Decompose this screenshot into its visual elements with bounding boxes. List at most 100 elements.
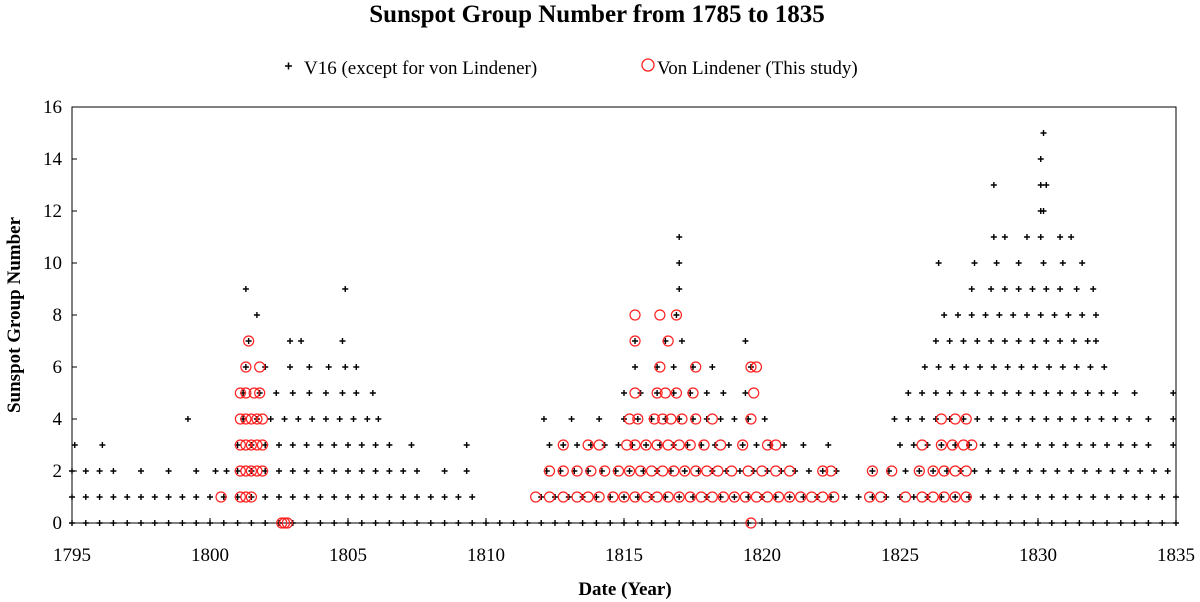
von-lindener-point: [251, 465, 263, 477]
v16-point: [932, 390, 939, 396]
v16-point: [414, 494, 420, 500]
v16-point: [322, 416, 329, 422]
v16-point: [709, 364, 716, 370]
v16-point: [96, 494, 103, 500]
v16-point: [273, 390, 280, 396]
v16-point: [1070, 416, 1077, 422]
x-tick-label: 1795: [53, 545, 91, 566]
v16-point: [1021, 520, 1028, 526]
von-lindener-point: [530, 491, 542, 503]
von-lindener-point: [949, 491, 961, 503]
v16-point: [331, 520, 338, 526]
von-lindener-point: [651, 491, 663, 503]
v16-point: [179, 494, 186, 500]
v16-point: [1104, 494, 1110, 500]
v16-point: [82, 494, 89, 500]
von-lindener-point: [599, 465, 611, 477]
von-lindener-point: [215, 491, 227, 503]
v16-point: [1029, 416, 1036, 422]
y-tick-label: 8: [53, 305, 63, 326]
v16-point: [916, 468, 923, 474]
von-lindener-point: [640, 491, 652, 503]
von-lindener-point: [612, 465, 625, 477]
v16-point: [979, 494, 986, 500]
von-lindener-point: [690, 465, 702, 477]
v16-point: [736, 468, 743, 474]
von-lindener-point: [938, 465, 950, 477]
v16-point: [910, 442, 917, 448]
v16-point: [483, 520, 489, 526]
von-lindener-point: [618, 491, 630, 503]
v16-point: [949, 364, 956, 370]
legend-marker-plus: [285, 62, 292, 70]
v16-point: [1004, 364, 1011, 370]
v16-point: [138, 520, 144, 526]
legend-label-v16: V16 (except for von Lindener): [304, 58, 537, 79]
v16-point: [303, 520, 310, 526]
v16-point: [287, 364, 294, 370]
von-lindener-point: [557, 491, 569, 503]
v16-point: [1109, 468, 1116, 474]
v16-point: [662, 520, 669, 526]
von-lindener-point: [806, 491, 818, 503]
v16-point: [414, 468, 420, 474]
v16-point: [676, 494, 683, 500]
v16-point: [579, 520, 586, 526]
v16-point: [400, 468, 407, 474]
v16-point: [408, 442, 415, 448]
v16-point: [993, 520, 1000, 526]
v16-point: [1021, 494, 1028, 500]
v16-point: [1015, 390, 1022, 396]
v16-point: [786, 494, 793, 500]
v16-point: [1079, 260, 1086, 266]
v16-point: [441, 520, 448, 526]
v16-point: [841, 520, 848, 526]
v16-point: [621, 390, 627, 396]
von-lindener-point: [623, 413, 636, 425]
v16-point: [165, 468, 172, 474]
von-lindener-point: [684, 491, 696, 503]
von-lindener-point: [750, 491, 763, 503]
von-lindener-point: [654, 309, 666, 321]
legend-entry-v16: V16 (except for von Lindener): [285, 58, 537, 79]
von-lindener-point: [234, 439, 246, 451]
von-lindener-point: [662, 335, 674, 347]
v16-point: [1131, 520, 1138, 526]
v16-point: [1150, 468, 1157, 474]
v16-point: [999, 468, 1006, 474]
von-lindener-point: [866, 465, 879, 477]
v16-point: [1164, 468, 1171, 474]
v16-point: [1054, 468, 1061, 474]
v16-point: [372, 494, 379, 500]
v16-point: [1059, 260, 1066, 266]
v16-point: [306, 390, 313, 396]
v16-point: [372, 442, 379, 448]
v16-point: [110, 468, 117, 474]
von-lindener-point: [935, 439, 948, 451]
v16-point: [165, 520, 172, 526]
v16-point: [1098, 416, 1105, 422]
von-lindener-point: [571, 465, 583, 477]
von-lindener-point: [783, 491, 796, 503]
v16-point: [971, 468, 978, 474]
v16-point: [982, 312, 989, 318]
v16-point: [223, 468, 230, 474]
v16-point: [386, 442, 393, 448]
v16-point: [262, 520, 269, 526]
von-lindener-point: [240, 387, 252, 399]
v16-point: [151, 520, 158, 526]
v16-point: [306, 364, 313, 370]
von-lindener-point: [557, 465, 569, 477]
v16-point: [990, 364, 997, 370]
v16-point: [358, 468, 365, 474]
v16-point: [974, 390, 981, 396]
v16-point: [1040, 468, 1047, 474]
v16-point: [1029, 390, 1036, 396]
von-lindener-point: [648, 413, 660, 425]
v16-point: [626, 468, 633, 474]
v16-point: [731, 520, 738, 526]
v16-point: [869, 520, 876, 526]
von-lindener-point: [234, 413, 246, 425]
y-tick-label: 2: [53, 461, 63, 482]
v16-point: [364, 416, 371, 422]
